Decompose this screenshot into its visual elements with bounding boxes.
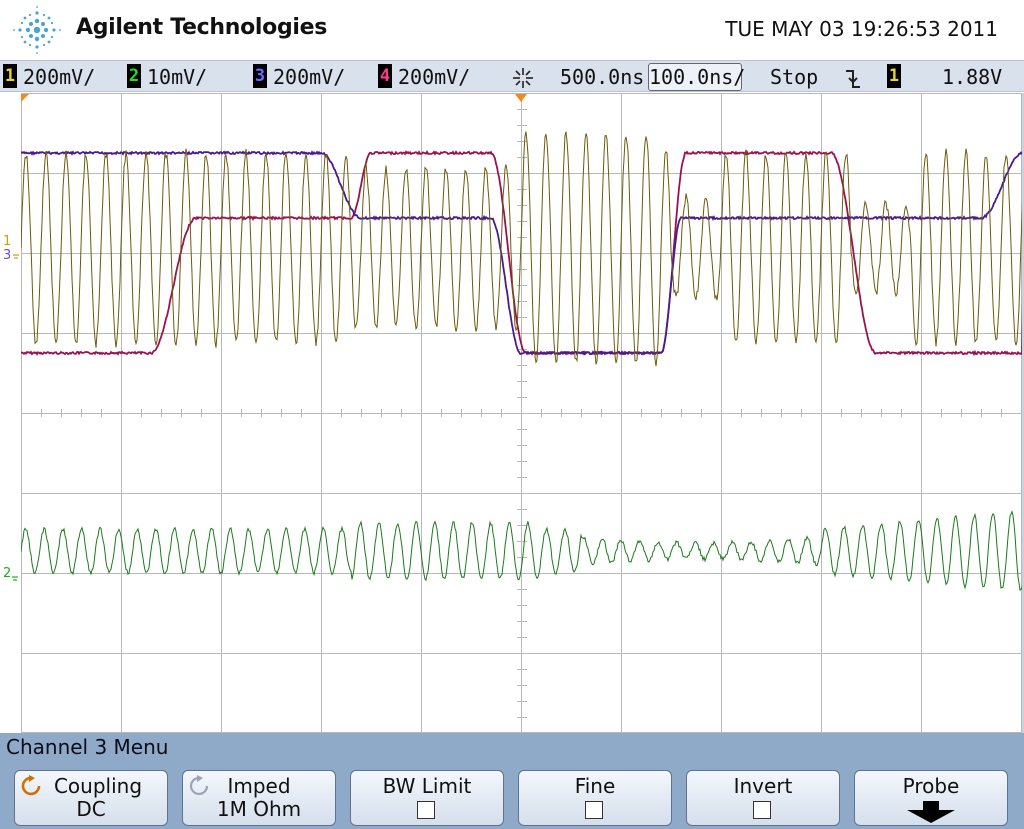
trigger-markers: [21, 94, 527, 102]
invert-label: Invert: [733, 774, 793, 798]
datetime: TUE MAY 03 19:26:53 2011: [725, 17, 998, 41]
left-trigger-marker: [21, 94, 29, 102]
menu-title: Channel 3 Menu: [6, 735, 169, 759]
channel-2-ground-icon: [12, 576, 18, 581]
imped-softkey[interactable]: Imped 1M Ohm: [182, 770, 336, 826]
time-reference-icon: [513, 68, 533, 88]
fine-checkbox-icon[interactable]: [585, 801, 603, 819]
coupling-value: DC: [76, 797, 106, 821]
display-right-border: [1022, 93, 1024, 733]
trigger-level[interactable]: 1.88V: [942, 65, 1003, 89]
channel-2-scale[interactable]: 2 10mV/: [127, 64, 207, 90]
channel-1-badge: 1: [3, 64, 17, 88]
imped-label: Imped: [227, 774, 291, 798]
channel-3-badge: 3: [253, 64, 267, 88]
spark-logo-icon: [13, 6, 61, 54]
channel-4-scale-value: 200mV/: [398, 65, 471, 89]
probe-softkey[interactable]: Probe: [854, 770, 1008, 826]
channel-markers: 1 3 2: [0, 93, 21, 733]
channel-3-trace: [21, 150, 1023, 356]
invert-softkey[interactable]: Invert: [686, 770, 840, 826]
channel-2-badge: 2: [127, 64, 141, 88]
trigger-channel[interactable]: 1: [887, 64, 907, 90]
channel-2-ground-marker: 2: [3, 566, 11, 581]
brand-name: Agilent Technologies: [76, 15, 328, 40]
trigger-channel-badge: 1: [887, 64, 901, 88]
channel-1-ground-icon: [13, 254, 19, 259]
imped-value: 1M Ohm: [216, 797, 302, 821]
down-arrow-icon: [907, 801, 955, 823]
graticule: [21, 93, 1023, 733]
channel-1-trace: [21, 131, 1023, 367]
invert-checkbox-icon[interactable]: [753, 801, 771, 819]
fine-label: Fine: [574, 774, 616, 798]
channel-1-scale-value: 200mV/: [23, 65, 96, 89]
waveform-canvas: [21, 93, 1023, 733]
waveform-display[interactable]: [21, 93, 1023, 733]
ground-markers: 1 3 2: [3, 234, 19, 581]
channel-3-ground-marker: 3: [3, 248, 11, 263]
trigger-position-marker: [515, 94, 527, 102]
coupling-softkey[interactable]: Coupling DC: [14, 770, 168, 826]
falling-edge-trigger-icon: [846, 70, 860, 88]
probe-label: Probe: [902, 774, 960, 798]
channel-1-ground-marker: 1: [3, 234, 11, 249]
fine-softkey[interactable]: Fine: [518, 770, 672, 826]
bw-limit-softkey[interactable]: BW Limit: [350, 770, 504, 826]
softkey-bar: Channel 3 Menu Coupling DC Imped 1M Ohm …: [0, 733, 1024, 829]
bw-limit-label: BW Limit: [382, 774, 472, 798]
delay-value[interactable]: 500.0ns: [560, 65, 645, 89]
refresh-icon: [189, 775, 209, 795]
refresh-icon: [21, 775, 41, 796]
channel-4-badge: 4: [378, 64, 392, 88]
timebase-value[interactable]: 100.0ns/: [648, 63, 746, 91]
channel-1-scale[interactable]: 1 200mV/: [3, 64, 95, 90]
coupling-label: Coupling: [53, 774, 143, 798]
channel-3-scale[interactable]: 3 200mV/: [253, 64, 345, 90]
status-bar: 1 200mV/ 2 10mV/ 3 200mV/ 4 200mV/ 500.0ns 1…: [0, 60, 1024, 92]
header: Agilent Technologies TUE MAY 03 19:26:53…: [0, 0, 1024, 60]
channel-4-trace: [21, 150, 1023, 357]
channel-4-scale[interactable]: 4 200mV/: [378, 64, 470, 90]
channel-2-scale-value: 10mV/: [147, 65, 208, 89]
run-state[interactable]: Stop: [770, 65, 819, 89]
channel-3-scale-value: 200mV/: [273, 65, 346, 89]
bw-limit-checkbox-icon[interactable]: [417, 801, 435, 819]
channel-2-trace: [21, 509, 1023, 591]
